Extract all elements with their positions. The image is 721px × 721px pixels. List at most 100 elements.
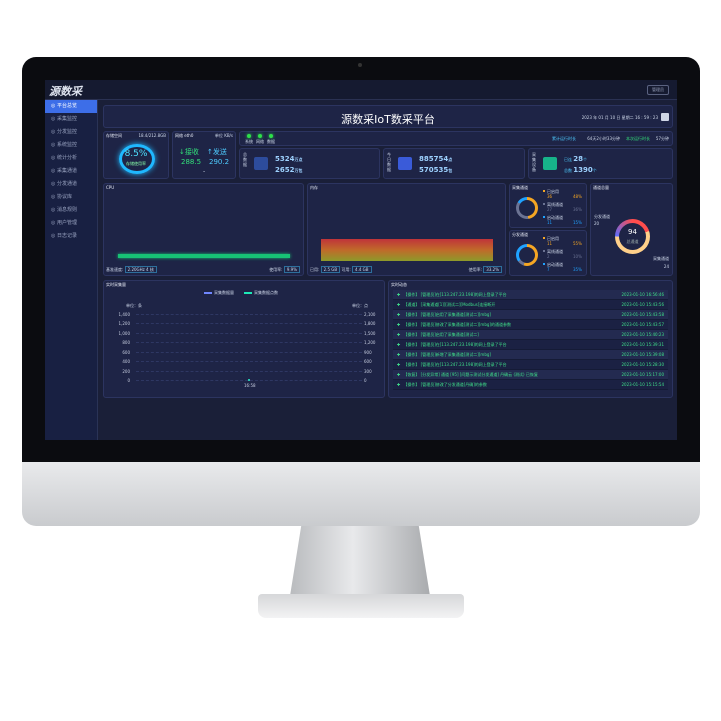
channel-total-sub: 总通道	[626, 239, 639, 244]
session-label: 本次运行时长	[626, 136, 650, 141]
dist-label: 分发通道	[594, 214, 610, 219]
log-time: 2023-01-10 15:17:00	[621, 372, 664, 377]
memory-usage: 33.2%	[483, 266, 502, 273]
network-dash: -	[203, 168, 206, 175]
recv-value: 288.5	[181, 158, 202, 166]
channel-pct: 55%	[573, 241, 582, 246]
runtime-value: 64天2小时33分钟	[587, 136, 620, 141]
legend-dot	[543, 216, 545, 218]
sidebar-item-8[interactable]: ◎ 消息规则	[45, 204, 97, 217]
log-time: 2023-01-10 15:28:30	[621, 362, 664, 367]
log-list: ✚ 【操作】 [管理员]在[113.247.23.198]的网上登录了平台 202…	[393, 290, 668, 390]
gridline	[136, 361, 362, 363]
memory-available-label: 可用:	[341, 267, 351, 272]
session-value: 57分钟	[655, 136, 669, 141]
plus-icon: ✚	[397, 352, 401, 357]
devices-online-unit: 个	[583, 157, 588, 162]
channel-name: 启动通道	[547, 215, 563, 220]
storage-label: 存储空间	[106, 133, 122, 138]
y-right-tick: 0	[364, 378, 367, 383]
devices-total: 1390	[573, 166, 593, 174]
chart-title: 实时采集量	[106, 282, 126, 287]
channel-pct: 15%	[573, 220, 582, 225]
sidebar-item-7[interactable]: ◎ 协议库	[45, 191, 97, 204]
cpu-freq-label: 基准速度:	[106, 267, 124, 272]
menu-icon: ◎	[51, 194, 57, 200]
sidebar-item-5[interactable]: ◎ 采集通道	[45, 165, 97, 178]
storage-gauge	[119, 144, 155, 174]
sidebar-item-10[interactable]: ◎ 日志记录	[45, 230, 97, 243]
channel-total-label: 通道总量	[593, 185, 609, 190]
y-right-tick: 300	[364, 368, 372, 374]
log-text: 【操作】 [管理员]在[113.247.23.198]的网上登录了平台	[403, 342, 507, 347]
status-light-icon	[258, 134, 262, 138]
gridline	[136, 370, 362, 372]
camera	[358, 63, 362, 67]
admin-button[interactable]: 管理员	[647, 85, 669, 95]
channel-panel-title: 采集通道	[512, 185, 528, 190]
channel-pct: 36%	[573, 207, 582, 212]
plus-icon: ✚	[397, 372, 401, 377]
y-left-tick: 0	[127, 378, 130, 383]
channel-name: 离线通道	[547, 202, 563, 207]
memory-label: 内存	[310, 185, 318, 190]
today-label: 今日数据	[387, 152, 391, 172]
network-unit: 单位 KB/s	[214, 133, 233, 138]
sidebar-item-1[interactable]: ◎ 采集监控	[45, 113, 97, 126]
fullscreen-icon[interactable]	[661, 113, 669, 121]
gridline	[136, 314, 362, 315]
cpu-freq: 2.20GHz 4 核	[124, 266, 157, 273]
monitor-stand	[290, 526, 430, 596]
chip-icon	[398, 157, 412, 170]
log-time: 2023-01-10 15:43:56	[621, 302, 664, 307]
channel-name: 启动通道	[547, 262, 563, 267]
plus-icon: ✚	[397, 342, 401, 347]
gridline	[136, 323, 362, 325]
plus-icon: ✚	[397, 322, 401, 327]
log-time: 2023-01-10 15:43:57	[621, 322, 664, 327]
plus-icon: ✚	[397, 332, 401, 337]
totals-packets-line: 2652万包	[275, 166, 302, 174]
sidebar-item-2[interactable]: ◎ 分发监控	[45, 126, 97, 139]
gridline	[136, 332, 362, 334]
collect-channels-panel: 采集通道 已启用 36 48% 离线通道 27 36% 启动通道 11 15%	[509, 183, 587, 228]
sidebar-item-4[interactable]: ◎ 统计分析	[45, 152, 97, 165]
device-icon	[543, 157, 557, 170]
channel-count: 11	[547, 241, 553, 246]
log-row: ✚ 【操作】 [管理员]启用了采集通道[测试二] 2023-01-10 15:40…	[393, 330, 668, 340]
cpu-label: CPU	[106, 185, 115, 190]
log-text: 【操作】 [管理员]修改了采集通道[测试二][mbg]的通道参数	[403, 322, 511, 327]
legend-label: 采集数据点数	[254, 290, 278, 295]
channel-pct: 48%	[573, 194, 582, 199]
sidebar-item-label: 采集通道	[56, 168, 77, 174]
channel-donut	[516, 244, 538, 266]
sidebar-item-6[interactable]: ◎ 分发通道	[45, 178, 97, 191]
log-row: ✚ 【操作】 [管理员]在[113.247.23.198]的网上登录了平台 202…	[393, 360, 668, 370]
dashboard-screen: 源数采 管理员 ◎ 平台总览 ◎ 采集监控 ◎ 分发监控 ◎ 系统监控 ◎ 统计分析 ◎ …	[45, 80, 677, 440]
menu-icon: ◎	[51, 220, 57, 226]
sidebar-item-label: 采集监控	[56, 116, 77, 122]
plus-icon: ✚	[397, 382, 401, 387]
log-time: 2023-01-10 15:40:23	[621, 332, 664, 337]
y-right-tick: 900	[364, 349, 372, 355]
activity-log-panel: 实时动态 ✚ 【操作】 [管理员]在[113.247.23.198]的网上登录了…	[388, 280, 673, 398]
legend-dot	[543, 250, 545, 252]
storage-percent: 8.5%	[124, 149, 148, 159]
status-light-label: 数据	[267, 139, 275, 144]
sidebar-item-label: 平台总览	[56, 103, 77, 109]
memory-usage-line: 使用率: 33.2%	[469, 266, 502, 273]
log-time: 2023-01-10 15:39:08	[621, 352, 664, 357]
sidebar-item-3[interactable]: ◎ 系统监控	[45, 139, 97, 152]
send-label: 发送	[212, 148, 227, 156]
plus-icon: ✚	[397, 362, 401, 367]
donut-hole	[519, 200, 535, 216]
y-left-tick: 400	[122, 359, 130, 365]
sidebar-item-0[interactable]: ◎ 平台总览	[45, 100, 97, 113]
legend-marker	[244, 292, 252, 294]
sidebar-item-9[interactable]: ◎ 用户管理	[45, 217, 97, 230]
recv-heading: ↓接收	[179, 148, 199, 156]
log-row: ✚ 【操作】 [管理员]在[113.247.23.198]的网上登录了平台 202…	[393, 290, 668, 300]
cpu-usage: 9.9%	[283, 266, 300, 273]
devices-total-unit: 个	[592, 168, 597, 173]
channel-pct: 35%	[573, 267, 582, 272]
